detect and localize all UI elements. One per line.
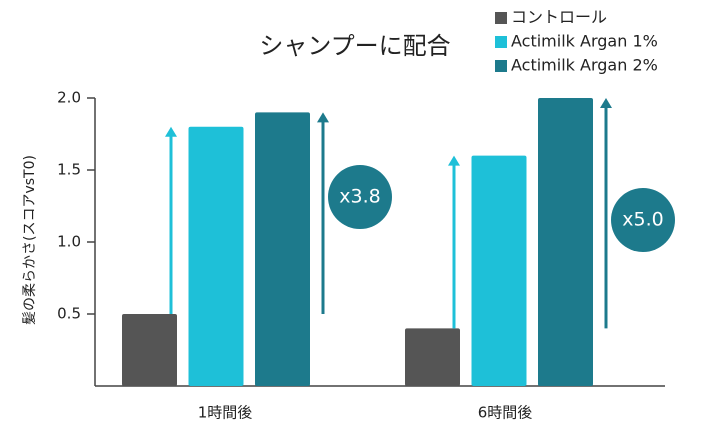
bar — [405, 328, 460, 386]
gain-arrow-head — [317, 112, 329, 123]
x-tick-label: 6時間後 — [478, 404, 533, 422]
gain-arrow-head — [165, 126, 177, 137]
legend-swatch — [495, 36, 507, 48]
bar — [538, 98, 593, 386]
y-axis-label: 髪の柔らかさ(スコアvsT0) — [22, 155, 38, 325]
annotation-badge — [611, 188, 675, 252]
gain-arrow-head — [448, 155, 460, 166]
gain-arrow-head — [600, 98, 612, 108]
chart-title: シャンプーに配合 — [259, 32, 450, 60]
annotation: x3.8 — [339, 186, 380, 208]
bar — [122, 314, 177, 386]
legend-label: コントロール — [511, 8, 607, 27]
x-tick-label: 1時間後 — [198, 404, 253, 422]
legend-swatch — [495, 12, 507, 24]
bar — [255, 112, 310, 387]
annotation: x5.0 — [622, 209, 663, 231]
y-tick-label: 1.5 — [57, 161, 81, 179]
legend-swatch — [495, 60, 507, 72]
y-tick-label: 2.0 — [57, 89, 81, 107]
legend-label: Actimilk Argan 2% — [511, 56, 658, 75]
y-tick-label: 0.5 — [57, 305, 81, 323]
legend-label: Actimilk Argan 1% — [511, 32, 658, 51]
bar — [471, 155, 527, 386]
bar — [188, 126, 244, 387]
y-tick-label: 1.0 — [57, 233, 81, 251]
annotation-badge — [328, 165, 392, 229]
